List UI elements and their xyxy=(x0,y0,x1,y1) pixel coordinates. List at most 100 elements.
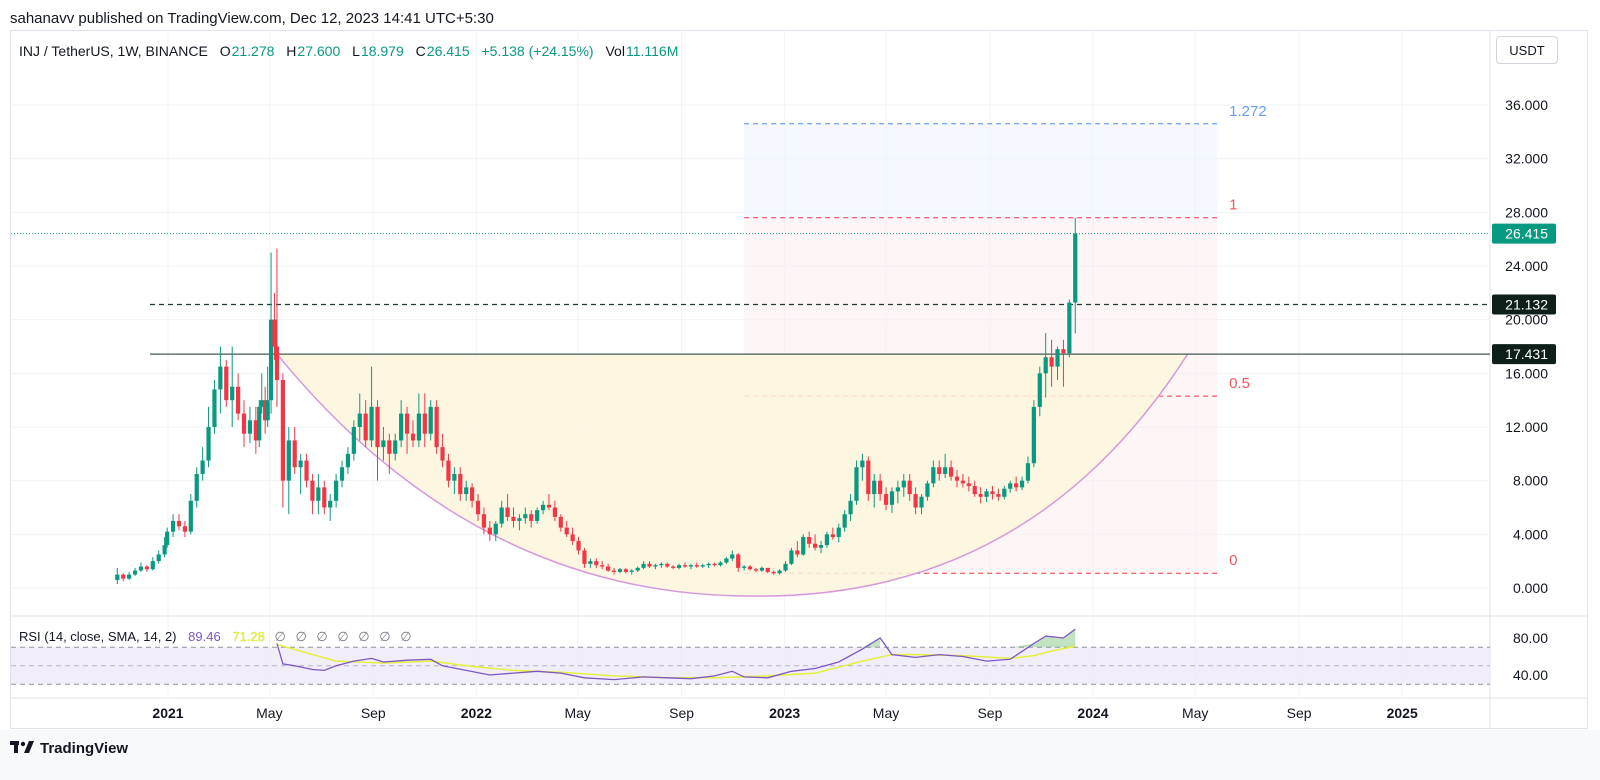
candle-body xyxy=(830,534,835,538)
candle-body xyxy=(659,563,664,566)
candle-body xyxy=(121,574,126,579)
candle-body xyxy=(765,567,770,572)
price-tick-label: 32.000 xyxy=(1505,151,1548,167)
change-value: +5.138 (+24.15%) xyxy=(481,43,594,59)
candle-body xyxy=(546,504,552,508)
candle-body xyxy=(1067,302,1072,354)
candle-body xyxy=(529,514,534,521)
candle-body xyxy=(446,460,451,481)
candle-body xyxy=(742,566,747,568)
price-label-badge xyxy=(1492,294,1556,315)
candle-body xyxy=(747,566,753,570)
candle-body xyxy=(665,563,670,567)
candle-body xyxy=(978,494,983,497)
time-tick-label: 2022 xyxy=(461,705,492,721)
candle-body xyxy=(948,467,954,477)
open-value: 21.278 xyxy=(231,43,275,59)
rsi-tick-label: 80.00 xyxy=(1513,630,1548,646)
volume-key: Vol xyxy=(605,43,625,59)
candle-body xyxy=(972,486,977,495)
price-tick-label: 0.000 xyxy=(1513,580,1548,596)
low-key: L xyxy=(352,43,360,59)
candle-body xyxy=(688,565,693,567)
fib-level-label: 1.272 xyxy=(1229,103,1267,120)
candle-body xyxy=(144,566,149,570)
candle-body xyxy=(937,467,942,474)
candle-body xyxy=(212,389,217,427)
candle-body xyxy=(629,570,634,572)
candle-body xyxy=(304,460,309,481)
time-tick-label: 2021 xyxy=(152,705,183,721)
time-tick-label: 2024 xyxy=(1077,705,1108,721)
fib-zone-extension xyxy=(744,123,1218,218)
currency-button[interactable]: USDT xyxy=(1496,36,1558,64)
candle-body xyxy=(617,569,623,572)
candle-body xyxy=(540,504,546,511)
candle-body xyxy=(259,400,264,407)
candle-body xyxy=(523,514,528,519)
candle-body xyxy=(499,507,504,524)
candle-body xyxy=(671,566,676,568)
candle-body xyxy=(535,510,540,521)
candle-body xyxy=(138,566,144,571)
rsi-tick-label: 40.00 xyxy=(1513,667,1548,683)
candle-body xyxy=(351,427,356,454)
candle-body xyxy=(552,507,557,517)
candle-body xyxy=(783,563,788,571)
candle-body xyxy=(966,483,971,487)
candle-body xyxy=(564,527,569,535)
candle-body xyxy=(428,406,433,434)
candle-body xyxy=(194,473,199,501)
candle-body xyxy=(954,476,960,481)
time-tick-label: 2023 xyxy=(769,705,800,721)
candle-body xyxy=(570,534,575,542)
candle-body xyxy=(339,467,345,481)
price-label-text: 17.431 xyxy=(1505,346,1548,362)
rsi-sma-value: 71.28 xyxy=(232,629,265,644)
price-tick-label: 24.000 xyxy=(1505,258,1548,274)
price-tick-label: 4.000 xyxy=(1513,526,1548,542)
fib-level-label: 0.5 xyxy=(1229,375,1250,392)
candle-body xyxy=(895,487,900,492)
candle-body xyxy=(676,565,682,568)
price-tick-label: 12.000 xyxy=(1505,419,1548,435)
candle-body xyxy=(653,565,658,567)
tradingview-logo[interactable]: TradingView xyxy=(10,737,128,759)
candle-body xyxy=(931,467,936,484)
candle-body xyxy=(328,500,333,508)
candle-body xyxy=(257,406,262,441)
footer-bar xyxy=(0,730,1600,780)
candle-body xyxy=(263,400,268,421)
symbol-name: INJ / TetherUS, 1W, BINANCE xyxy=(19,43,208,59)
rsi-value: 89.46 xyxy=(188,629,221,644)
candle-body xyxy=(253,420,258,441)
price-label-badge xyxy=(1492,344,1556,365)
time-axis: 2021 May Sep 2022 May Sep 2023 May Sep 2024 May Sep… xyxy=(152,705,1418,721)
candle-body xyxy=(188,500,193,532)
candle-body xyxy=(310,480,315,501)
time-tick-label: Sep xyxy=(361,705,386,721)
candle-body xyxy=(943,467,948,474)
candle-body xyxy=(594,561,599,566)
candle-body xyxy=(588,561,593,564)
candle-body xyxy=(127,574,132,579)
candle-body xyxy=(334,480,339,501)
candle-body xyxy=(470,487,475,501)
candle-body xyxy=(606,566,611,571)
candle-body xyxy=(878,480,883,495)
candle-body xyxy=(611,570,617,572)
candle-body xyxy=(647,563,652,567)
candle-body xyxy=(848,500,853,515)
rsi-overbought-fill xyxy=(1063,629,1076,648)
candle-body xyxy=(375,406,380,448)
candle-body xyxy=(422,413,427,434)
candle-body xyxy=(292,440,297,468)
candle-body xyxy=(165,531,170,546)
candle-body xyxy=(115,574,120,580)
rsi-overbought-fill xyxy=(1045,636,1064,648)
candle-body xyxy=(996,494,1001,497)
candle-body xyxy=(176,520,182,527)
symbol-legend[interactable]: INJ / TetherUS, 1W, BINANCE O21.278 H27.… xyxy=(19,43,679,59)
rsi-legend[interactable]: RSI (14, close, SMA, 14, 2) 89.46 71.28 … xyxy=(19,629,412,645)
